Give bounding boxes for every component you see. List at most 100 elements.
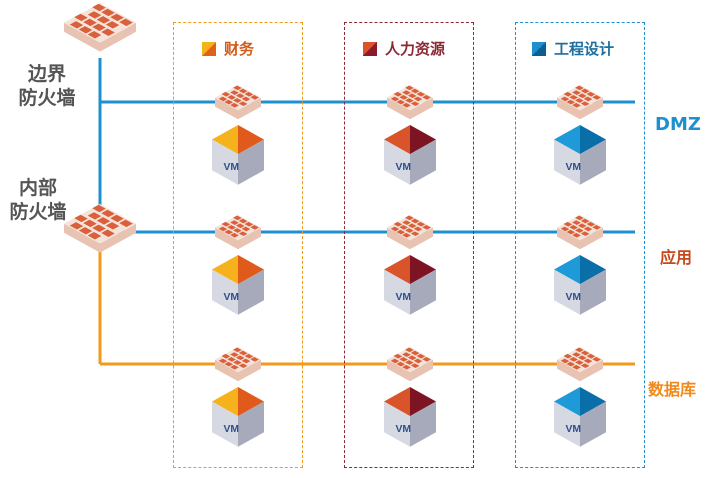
firewall-brick <box>410 351 420 356</box>
firewall-brick <box>69 21 84 29</box>
firewall-brick <box>560 226 570 232</box>
vm-label: VM <box>565 424 581 435</box>
firewall-brick <box>224 362 234 367</box>
firewall-brick <box>244 354 254 359</box>
firewall-brick <box>575 360 584 366</box>
firewall-brick <box>413 358 423 364</box>
firewall-brick <box>572 103 581 108</box>
firewall-brick <box>416 354 426 359</box>
firewall-brick <box>572 352 581 358</box>
firewall-brick <box>238 231 248 237</box>
internal-firewall-icon <box>64 204 136 253</box>
firewall-brick <box>402 352 411 358</box>
firewall-brick <box>92 224 106 233</box>
firewall-brick <box>422 225 431 231</box>
firewall-brick <box>566 100 576 105</box>
firewall-brick <box>250 357 259 363</box>
firewall-brick <box>101 229 115 238</box>
firewall-brick <box>577 93 587 99</box>
firewall-brick <box>230 365 239 370</box>
firewall-brick <box>96 16 111 24</box>
firewall-brick <box>119 18 133 27</box>
firewall-brick <box>575 85 584 91</box>
vm-cube-icon-finance-db: VM <box>212 387 264 447</box>
firewall-brick <box>560 96 570 102</box>
firewall-brick <box>87 11 102 19</box>
firewall-brick <box>583 358 593 364</box>
internal-firewall-label: 内部 防火墙 <box>2 176 74 224</box>
firewall-brick <box>592 95 601 101</box>
firewall-icon-finance-dmz <box>215 85 261 120</box>
firewall-brick <box>230 233 239 238</box>
vm-label: VM <box>395 292 411 303</box>
vm-label: VM <box>223 162 239 173</box>
zone-title-finance: 财务 <box>202 38 254 59</box>
vm-cube-icon-hr-dmz: VM <box>384 125 436 185</box>
firewall-icon-hr-app <box>387 215 433 250</box>
firewall-brick <box>235 355 245 361</box>
firewall-icon-hr-dmz <box>387 85 433 120</box>
firewall-brick <box>407 93 417 99</box>
firewall-brick <box>580 363 590 369</box>
vm-label: VM <box>565 292 581 303</box>
firewall-brick <box>405 85 414 91</box>
internal-firewall-text: 内部 防火墙 <box>9 177 67 223</box>
firewall-brick <box>74 214 88 223</box>
vm-label: VM <box>223 292 239 303</box>
firewall-brick <box>227 357 236 363</box>
zone-box-engineering <box>515 22 645 468</box>
firewall-icon-finance-app <box>215 215 261 250</box>
zone-title-hr: 人力资源 <box>363 38 445 59</box>
finance-swatch-icon <box>202 41 216 56</box>
firewall-brick <box>410 231 420 237</box>
firewall-brick <box>572 90 581 96</box>
firewall-brick <box>399 357 408 363</box>
zone-label-engineering: 工程设计 <box>554 40 615 58</box>
firewall-brick <box>410 89 420 94</box>
firewall-brick <box>238 351 248 356</box>
firewall-brick <box>410 219 420 224</box>
firewall-brick <box>569 95 578 101</box>
zone-label-finance: 财务 <box>224 40 255 58</box>
firewall-brick <box>235 223 245 229</box>
firewall-brick <box>405 215 414 221</box>
firewall-brick <box>577 355 587 361</box>
firewall-brick <box>87 232 102 240</box>
firewall-brick <box>110 214 124 223</box>
firewall-brick <box>405 360 414 366</box>
firewall-brick <box>235 93 245 99</box>
firewall-brick <box>592 225 601 231</box>
border-firewall-icon <box>64 3 136 52</box>
firewall-brick <box>250 95 259 101</box>
vm-cube-icon-engineering-dmz: VM <box>554 125 606 185</box>
firewall-icon-hr-db <box>387 347 433 382</box>
firewall-brick <box>96 217 111 225</box>
app-label: 应用 <box>660 248 693 267</box>
firewall-brick <box>110 13 124 22</box>
firewall-brick <box>101 209 115 218</box>
firewall-brick <box>586 92 596 97</box>
firewall-brick <box>402 365 411 370</box>
firewall-brick <box>416 92 426 97</box>
firewall-brick <box>92 3 106 12</box>
firewall-brick <box>244 92 254 97</box>
firewall-brick <box>575 228 584 234</box>
firewall-brick <box>390 358 400 364</box>
firewall-icon-engineering-dmz <box>557 85 603 120</box>
firewall-brick <box>580 89 590 94</box>
firewall-brick <box>566 230 576 235</box>
firewall-brick <box>396 362 406 367</box>
vm-label: VM <box>223 424 239 435</box>
firewall-brick <box>413 226 423 232</box>
vm-cube-icon-finance-app: VM <box>212 255 264 315</box>
firewall-brick <box>405 228 414 234</box>
firewall-brick <box>405 98 414 104</box>
firewall-brick <box>218 96 228 102</box>
firewall-brick <box>221 92 231 97</box>
firewall-brick <box>393 222 403 227</box>
firewall-brick <box>586 354 596 359</box>
vm-label: VM <box>395 424 411 435</box>
zone-title-engineering: 工程设计 <box>532 38 614 59</box>
dmz-label: DMZ <box>655 114 701 135</box>
